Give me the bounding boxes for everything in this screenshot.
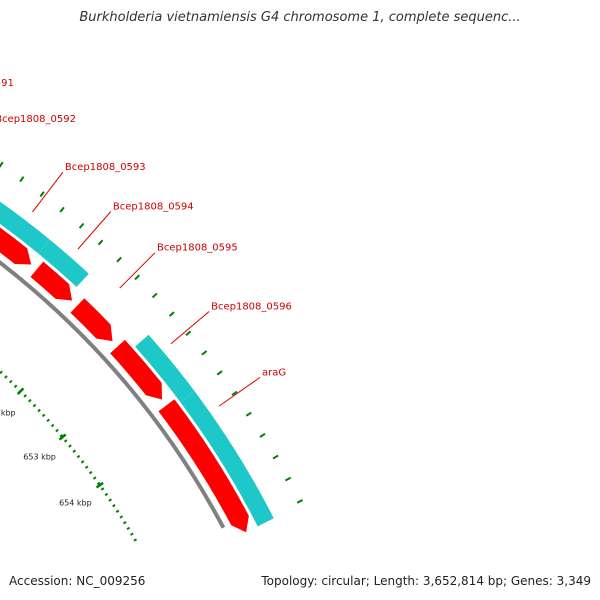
outer-tick bbox=[151, 292, 158, 299]
callout-line bbox=[218, 376, 261, 407]
minor-tick bbox=[84, 465, 89, 469]
minor-tick bbox=[108, 498, 112, 502]
minor-tick bbox=[112, 504, 116, 508]
gene-label[interactable]: Bcep1808_0594 bbox=[113, 202, 194, 213]
gene-label[interactable]: araG bbox=[262, 367, 286, 378]
accession-text: Accession: NC_009256 bbox=[9, 574, 146, 588]
outer-tick bbox=[0, 161, 4, 168]
cds-block-cyan bbox=[38, 239, 89, 287]
outer-tick bbox=[97, 239, 104, 246]
minor-tick bbox=[4, 375, 8, 379]
minor-tick bbox=[50, 423, 55, 428]
kbp-tick-label: 654 kbp bbox=[59, 499, 92, 508]
feature-tracks bbox=[0, 201, 274, 533]
minor-tick bbox=[80, 460, 85, 464]
major-tick bbox=[95, 481, 104, 489]
gene-label[interactable]: Bcep1808_0595 bbox=[157, 243, 238, 254]
kbp-tick-label: 653 kbp bbox=[23, 452, 56, 461]
minor-tick bbox=[126, 526, 131, 531]
callout-line bbox=[170, 311, 210, 345]
gene-arrow bbox=[158, 399, 249, 533]
outer-tick bbox=[134, 274, 140, 281]
scale-ticks: 647 kbp648 kbp649 kbp650 kbp651 kbp652 k… bbox=[0, 161, 304, 542]
kbp-tick-label: 652 kbp bbox=[0, 408, 16, 417]
gene-label[interactable]: Bcep1808_0592 bbox=[0, 114, 76, 125]
outer-tick bbox=[185, 330, 192, 336]
minor-tick bbox=[122, 521, 127, 525]
minor-tick bbox=[32, 403, 37, 408]
minor-tick bbox=[133, 538, 138, 542]
major-tick bbox=[16, 387, 25, 395]
topology-summary: Topology: circular; Length: 3,652,814 bp… bbox=[261, 574, 591, 588]
minor-tick bbox=[23, 394, 27, 398]
minor-tick bbox=[115, 509, 120, 513]
gene-label[interactable]: Bcep1808_0596 bbox=[211, 302, 292, 313]
minor-tick bbox=[119, 515, 124, 519]
callout-line bbox=[119, 252, 156, 289]
outer-tick bbox=[201, 350, 208, 356]
gene-arrow bbox=[70, 298, 113, 342]
gene-arrow bbox=[30, 261, 73, 301]
cds-block-cyan bbox=[180, 391, 274, 527]
outer-tick bbox=[39, 191, 45, 198]
minor-tick bbox=[88, 470, 93, 475]
outer-tick bbox=[296, 499, 304, 504]
outer-tick bbox=[116, 256, 122, 263]
minor-tick bbox=[28, 398, 32, 403]
minor-tick bbox=[96, 481, 101, 486]
outer-tick bbox=[216, 370, 223, 376]
minor-tick bbox=[100, 487, 105, 491]
minor-tick bbox=[72, 449, 77, 453]
cds-block-cyan bbox=[135, 334, 195, 403]
minor-tick bbox=[0, 370, 3, 375]
callout-line bbox=[77, 211, 112, 250]
minor-tick bbox=[13, 384, 18, 389]
minor-tick bbox=[68, 444, 72, 448]
minor-tick bbox=[55, 428, 59, 433]
map-title: Burkholderia vietnamiensis G4 chromosome… bbox=[79, 10, 521, 25]
outer-tick bbox=[19, 176, 25, 183]
gene-label[interactable]: Bcep1808_0591 bbox=[0, 78, 14, 89]
outer-tick bbox=[59, 206, 65, 213]
outer-tick bbox=[284, 476, 292, 482]
outer-tick bbox=[231, 390, 238, 396]
minor-tick bbox=[46, 418, 50, 423]
gene-label[interactable]: Bcep1808_0593 bbox=[65, 162, 146, 173]
outer-tick bbox=[259, 432, 266, 438]
gene-labels: Bcep1808_0590Bcep1808_0591Bcep1808_0592B… bbox=[0, 78, 292, 407]
outer-tick bbox=[78, 222, 85, 229]
chromosome-backbone bbox=[0, 260, 226, 529]
minor-tick bbox=[104, 492, 109, 497]
gene-arrow bbox=[110, 339, 163, 400]
minor-tick bbox=[92, 476, 97, 480]
outer-tick bbox=[168, 311, 175, 317]
cds-block-cyan bbox=[0, 201, 50, 254]
minor-tick bbox=[59, 433, 64, 438]
minor-tick bbox=[41, 413, 46, 418]
minor-tick bbox=[37, 408, 41, 413]
major-tick bbox=[58, 433, 67, 441]
minor-tick bbox=[63, 439, 68, 443]
outer-tick bbox=[272, 454, 279, 460]
callout-line bbox=[32, 171, 64, 213]
minor-tick bbox=[9, 379, 13, 384]
outer-tick bbox=[245, 411, 252, 417]
minor-tick bbox=[76, 454, 81, 459]
minor-tick bbox=[130, 532, 134, 536]
gene-arrow bbox=[0, 227, 32, 265]
